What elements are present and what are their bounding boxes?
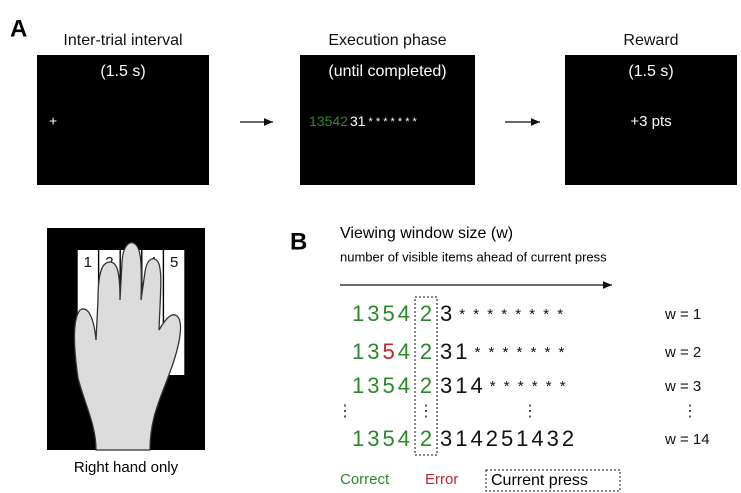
hidden: * * * * * * * (369, 116, 418, 128)
screen-duration: (1.5 s) (628, 63, 673, 80)
screen (300, 55, 475, 185)
svg-text:⋮: ⋮ (337, 403, 353, 420)
hand (73, 242, 182, 451)
panel-label: B (290, 228, 307, 255)
hidden-items: * * * * * * * (474, 344, 566, 361)
key-label: 5 (170, 254, 178, 271)
key-label: 1 (84, 254, 92, 271)
window-size: w = 1 (664, 306, 701, 323)
svg-text:⋮: ⋮ (522, 403, 538, 420)
completed-presses: 1354 (352, 339, 413, 364)
screen-title: Execution phase (328, 32, 446, 49)
current-press: 2 (420, 426, 432, 451)
visible: 31 (350, 113, 366, 129)
screen (37, 55, 209, 185)
screen-duration: (1.5 s) (100, 63, 145, 80)
window-size: w = 2 (664, 344, 701, 361)
legend-correct: Correct (340, 471, 390, 488)
completed-presses: 1354 (352, 373, 413, 398)
title: Viewing window size (w) (340, 225, 513, 242)
window-size: w = 3 (664, 378, 701, 395)
screen-content: +3 pts (630, 113, 671, 130)
completed-presses: 1354 (352, 426, 413, 451)
press: 4 (398, 339, 413, 364)
screen-duration: (until completed) (328, 63, 446, 80)
sequence: 13542 31 * * * * * * * (309, 113, 418, 129)
ahead: 314 * * * * * * (440, 373, 568, 398)
screen (565, 55, 737, 185)
subtitle: number of visible items ahead of current… (340, 249, 607, 264)
hidden-items: * * * * * * (490, 378, 568, 395)
screen-title: Inter-trial interval (63, 32, 182, 49)
current-box (414, 296, 438, 456)
press: 5 (383, 339, 398, 364)
ahead: 31 * * * * * * * (440, 339, 566, 364)
hidden-items: * * * * * * * * (459, 306, 565, 323)
visible-items: 31 (440, 339, 470, 364)
svg-text:⋮: ⋮ (682, 403, 698, 420)
press: 1354 (352, 301, 413, 326)
panel-label: A (10, 15, 27, 42)
ellipsis: ⋮ ⋮ ⋮ ⋮ (337, 403, 698, 420)
ahead: 3 * * * * * * * * (440, 301, 565, 326)
caption: Right hand only (74, 459, 179, 476)
visible-items: 314251432 (440, 426, 577, 451)
visible-items: 314 (440, 373, 486, 398)
current-press: 2 (420, 339, 432, 364)
window-size: w = 14 (664, 431, 710, 448)
legend-current: Current press (491, 472, 588, 489)
legend-error: Error (425, 471, 458, 488)
svg-text:⋮: ⋮ (418, 403, 434, 420)
current-press: 2 (420, 373, 432, 398)
press: 13 (352, 339, 382, 364)
screen-content: + (49, 113, 57, 129)
legend-box (485, 469, 621, 492)
current-press: 2 (420, 301, 432, 326)
completed-presses: 1354 (352, 301, 413, 326)
press: 1354 (352, 373, 413, 398)
screen-title: Reward (623, 32, 678, 49)
completed: 13542 (309, 113, 348, 129)
ahead: 314251432 (440, 426, 577, 451)
press: 1354 (352, 426, 413, 451)
visible-items: 3 (440, 301, 455, 326)
